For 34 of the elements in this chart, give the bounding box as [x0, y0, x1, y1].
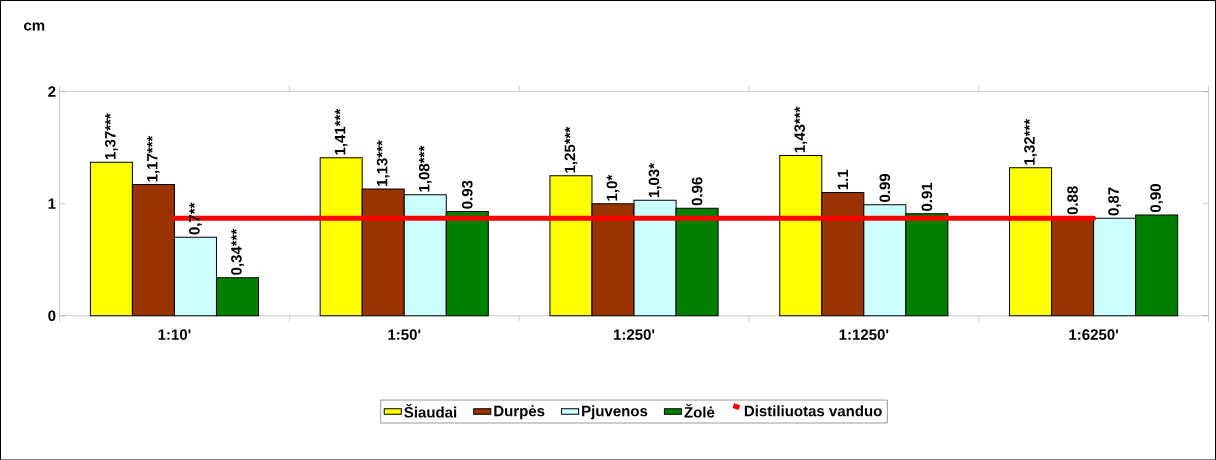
data-label: 1.1 — [837, 169, 848, 190]
x-tick-label: 1:50' — [388, 329, 421, 340]
y-tick-label: 2 — [48, 86, 56, 97]
data-label: 1,03* — [648, 162, 662, 197]
data-label: 0,90 — [1150, 183, 1164, 212]
legend-label: Pjuvenos — [582, 405, 648, 420]
data-label: 1,0* — [606, 174, 620, 201]
data-label: 0.93 — [461, 180, 473, 209]
data-label: 1,25*** — [564, 126, 578, 173]
data-label: 1,17*** — [147, 135, 160, 182]
data-label: 0,34*** — [231, 228, 244, 275]
x-tick-label: 1:250' — [613, 329, 655, 340]
legend-label: Durpės — [494, 405, 545, 420]
y-axis-title: cm — [24, 22, 45, 31]
y-tick-label: 1 — [48, 198, 56, 209]
x-tick-label: 1:6250' — [1069, 329, 1118, 340]
x-tick-label: 1:1250' — [839, 329, 889, 340]
data-label: 1,32*** — [1024, 118, 1037, 165]
data-label: 1,13*** — [376, 139, 390, 186]
data-label: 0.99 — [879, 173, 891, 202]
x-tick-label: 1:10' — [158, 329, 191, 340]
legend-label: Žolė — [684, 403, 715, 418]
data-label: 1,37*** — [104, 113, 118, 159]
data-label: 0,7** — [189, 202, 202, 235]
legend-label: Distiliuotas vanduo — [744, 405, 882, 417]
data-label: 0,87 — [1108, 187, 1122, 216]
legend-label: Šiaudai — [404, 403, 457, 418]
data-label: 1,08*** — [418, 145, 432, 192]
data-label: 1,41*** — [334, 108, 348, 155]
data-label: 0.88 — [1067, 185, 1078, 215]
data-label: 1,43*** — [794, 106, 808, 153]
y-tick-label: 0 — [48, 310, 56, 321]
data-label: 0.91 — [921, 182, 933, 211]
data-label: 0.96 — [691, 177, 703, 206]
